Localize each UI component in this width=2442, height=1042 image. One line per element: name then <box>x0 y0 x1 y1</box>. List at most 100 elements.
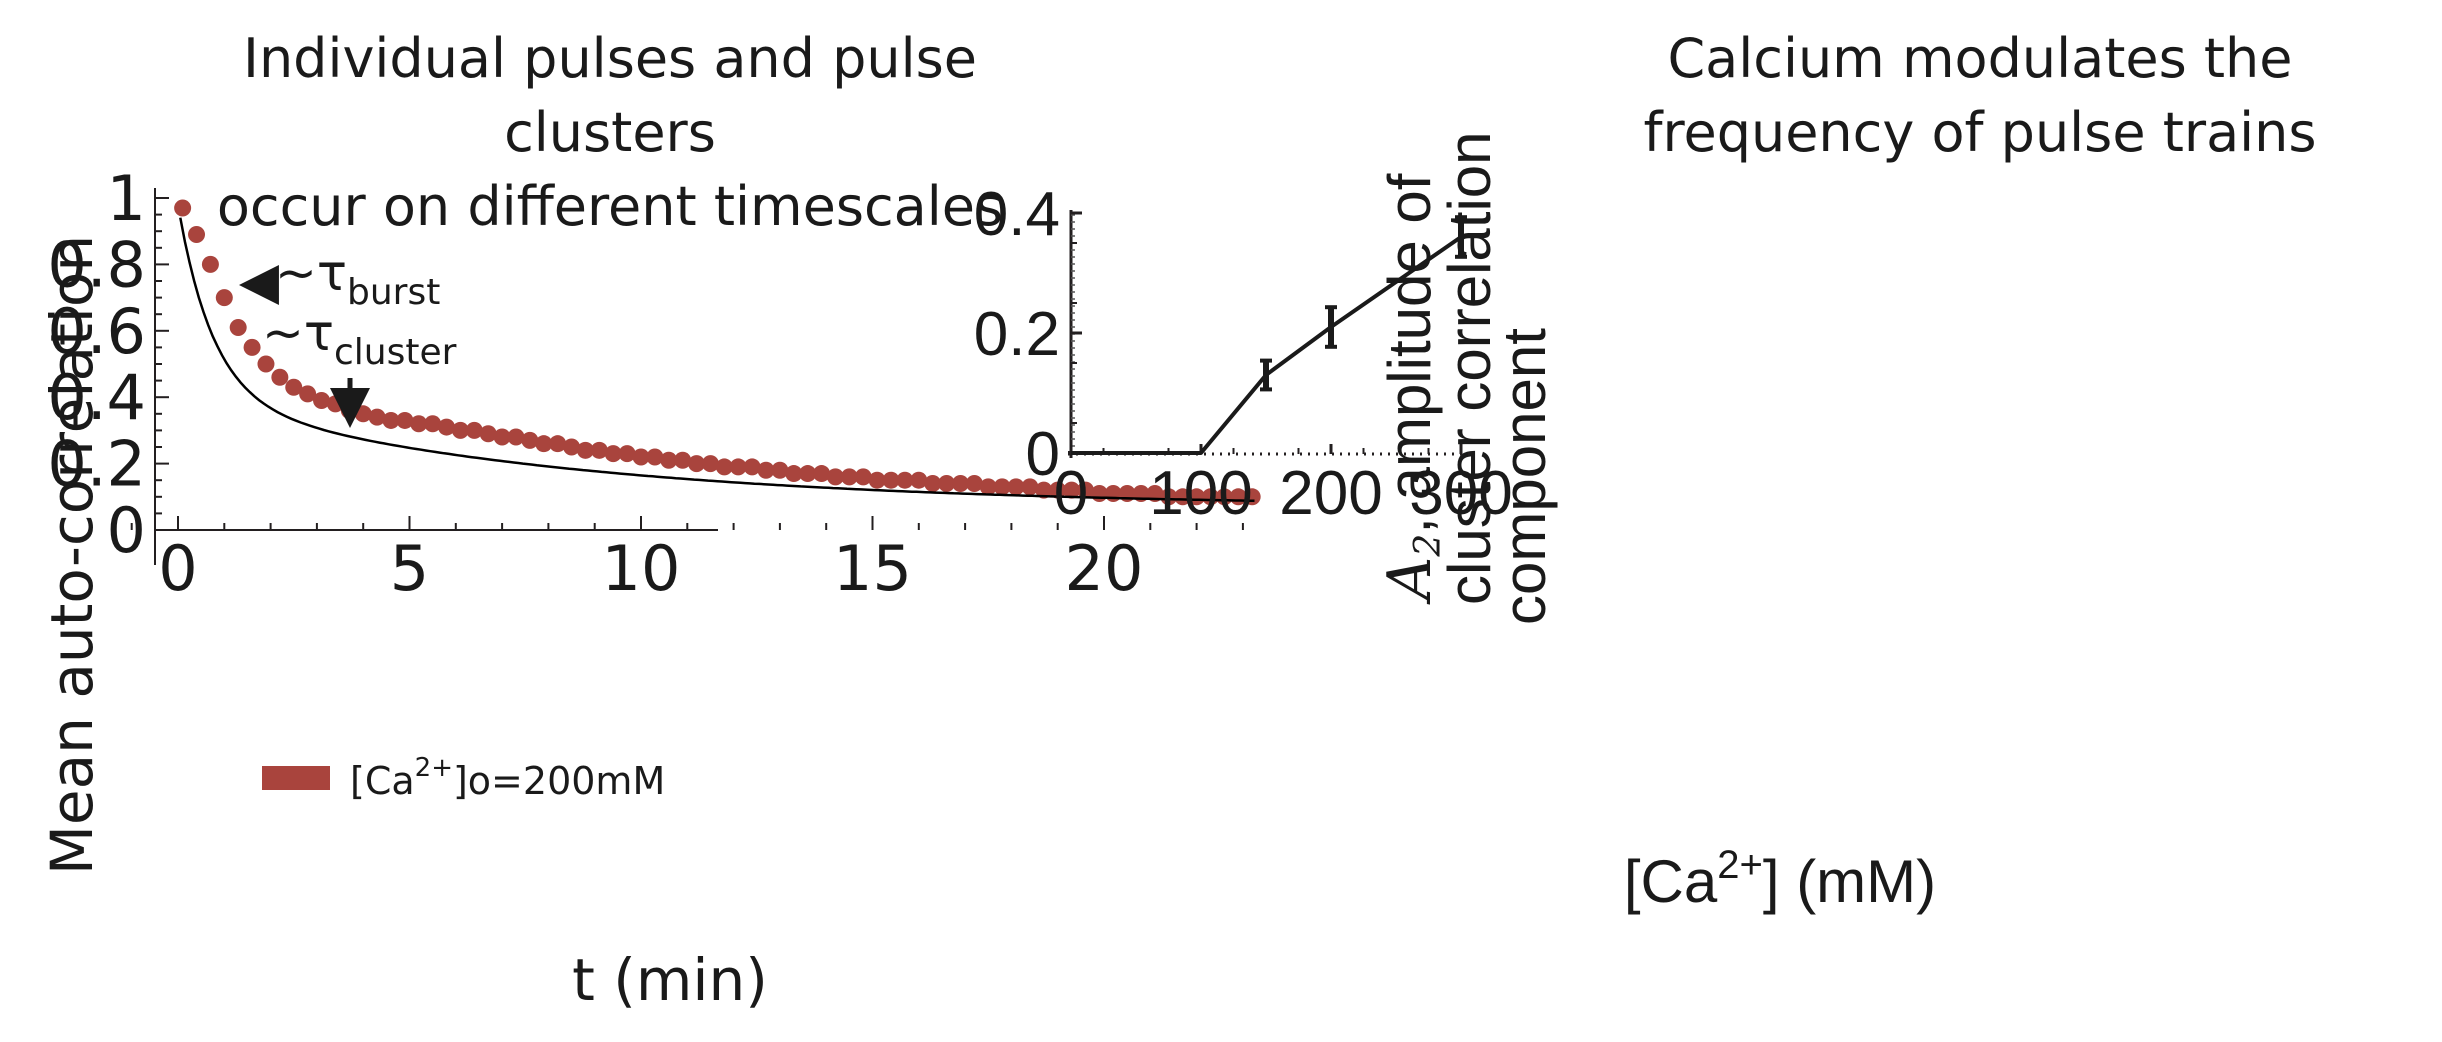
data-point <box>771 461 789 479</box>
right-x-tick-label: 100 <box>1149 459 1252 528</box>
data-point <box>493 428 511 446</box>
left-x-tick-label: 10 <box>602 532 681 605</box>
data-point <box>743 458 761 476</box>
legend-label: [Ca2+]o=200mM <box>350 753 665 803</box>
right-axes: 0 0.2 0.4 0 100 200 300 <box>974 180 1513 528</box>
data-point <box>174 199 192 217</box>
data-point <box>285 378 303 396</box>
data-point <box>201 255 219 273</box>
left-y-axis-title: Mean auto-correlation <box>38 235 106 875</box>
data-point <box>299 385 317 403</box>
data-point <box>382 411 400 429</box>
data-point <box>840 468 858 486</box>
data-point <box>1049 481 1067 499</box>
data-point <box>549 435 567 453</box>
data-point <box>507 428 525 446</box>
data-point <box>479 425 497 443</box>
data-point <box>424 415 442 433</box>
right-y-title-line2: cluster correlation <box>1436 131 1503 605</box>
data-point <box>729 458 747 476</box>
data-point <box>951 475 969 493</box>
data-point <box>368 408 386 426</box>
data-point <box>257 355 275 373</box>
right-y-tick-label: 0.2 <box>974 300 1060 369</box>
data-point <box>646 448 664 466</box>
left-x-axis-title: t (min) <box>572 946 768 1014</box>
left-y-tick-label: 1 <box>107 162 146 235</box>
right-x-axis-title: [Ca2+] (mM) <box>1624 843 1936 915</box>
right-y-title-symbol: A <box>1375 557 1445 605</box>
left-x-tick-label: 15 <box>833 532 912 605</box>
data-point <box>1076 481 1094 499</box>
right-y-title-line1: A2, amplitude of <box>1375 173 1449 605</box>
data-point <box>563 438 581 456</box>
autocorrelation-chart: Mean auto-correlation t (min) 00.20.40.6… <box>38 162 1261 1014</box>
cluster-annotation-subscript: cluster <box>334 332 457 373</box>
data-point <box>618 445 636 463</box>
data-point <box>590 441 608 459</box>
right-panel-title: Calcium modulates the frequency of pulse… <box>1500 22 2442 170</box>
right-x-title-sup: 2+ <box>1717 843 1763 887</box>
left-y-tick-label: 0 <box>107 494 146 567</box>
data-point <box>1174 488 1192 506</box>
data-point <box>1035 481 1053 499</box>
legend: [Ca2+]o=200mM <box>262 753 665 803</box>
data-point <box>688 455 706 473</box>
data-point <box>1063 481 1081 499</box>
left-y-tick-label: 0.6 <box>47 295 146 368</box>
burst-annotation: ~τburst <box>275 244 440 313</box>
data-point <box>438 418 456 436</box>
data-point <box>465 421 483 439</box>
left-x-tick-label: 5 <box>390 532 429 605</box>
right-x-title-prefix: [Ca <box>1624 848 1718 915</box>
right-y-tick-label: 0 <box>1026 420 1060 489</box>
data-point <box>1007 478 1025 496</box>
data-point <box>1021 478 1039 496</box>
data-point <box>1160 488 1178 506</box>
data-point <box>604 445 622 463</box>
right-y-axis-title: A2, amplitude of cluster correlation com… <box>1375 131 1558 625</box>
data-point <box>924 475 942 493</box>
data-point <box>979 478 997 496</box>
cluster-annotation-symbol: ~τ <box>262 304 334 362</box>
left-x-tick-label: 20 <box>1065 532 1144 605</box>
data-point <box>799 465 817 483</box>
data-point <box>826 468 844 486</box>
legend-label-sup: 2+ <box>415 753 453 783</box>
data-point <box>396 411 414 429</box>
legend-swatch <box>262 766 330 790</box>
fit-curve <box>179 217 1255 503</box>
data-point <box>965 475 983 493</box>
data-point <box>882 471 900 489</box>
burst-annotation-symbol: ~τ <box>275 244 347 302</box>
left-annotations: ~τburst~τcluster <box>238 244 457 428</box>
data-point <box>868 471 886 489</box>
left-y-tick-label: 0.2 <box>47 428 146 501</box>
data-point <box>451 421 469 439</box>
data-point <box>243 338 261 356</box>
burst-annotation-subscript: burst <box>347 272 440 313</box>
right-y-title-rest: , amplitude of <box>1376 173 1443 534</box>
left-fit-curve-group <box>179 217 1255 503</box>
data-point <box>910 471 928 489</box>
left-y-tick-label: 0.4 <box>47 361 146 434</box>
data-point <box>854 468 872 486</box>
data-point <box>313 392 331 410</box>
data-point <box>410 415 428 433</box>
data-point <box>785 465 803 483</box>
cluster-annotation: ~τcluster <box>262 304 457 373</box>
data-point <box>757 461 775 479</box>
data-point <box>521 431 539 449</box>
right-x-tick-label: 200 <box>1279 459 1382 528</box>
right-x-tick-label: 0 <box>1054 459 1088 528</box>
data-point <box>229 318 247 336</box>
legend-label-prefix: [Ca <box>350 759 415 803</box>
legend-label-suffix: ]o=200mM <box>453 759 665 803</box>
data-point <box>271 368 289 386</box>
right-y-title-sub: 2 <box>1408 534 1449 558</box>
data-point <box>701 455 719 473</box>
calcium-amplitude-chart: A2, amplitude of cluster correlation com… <box>974 131 1936 915</box>
data-point <box>993 478 1011 496</box>
right-y-title-line3: component <box>1491 328 1558 625</box>
